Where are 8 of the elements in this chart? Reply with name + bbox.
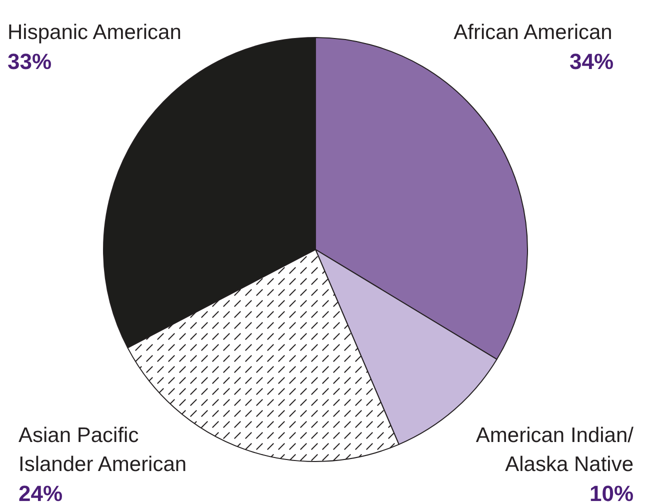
- data-label: 34%: [569, 49, 614, 74]
- data-label: 33%: [8, 49, 52, 74]
- slice-label: Hispanic American: [8, 21, 182, 44]
- data-label: 24%: [18, 481, 63, 502]
- data-label: 10%: [589, 481, 634, 502]
- slice-label: Asian Pacific Islander American: [18, 424, 187, 476]
- slice-label: African American: [454, 21, 612, 44]
- slice-label: American Indian/ Alaska Native: [476, 424, 634, 476]
